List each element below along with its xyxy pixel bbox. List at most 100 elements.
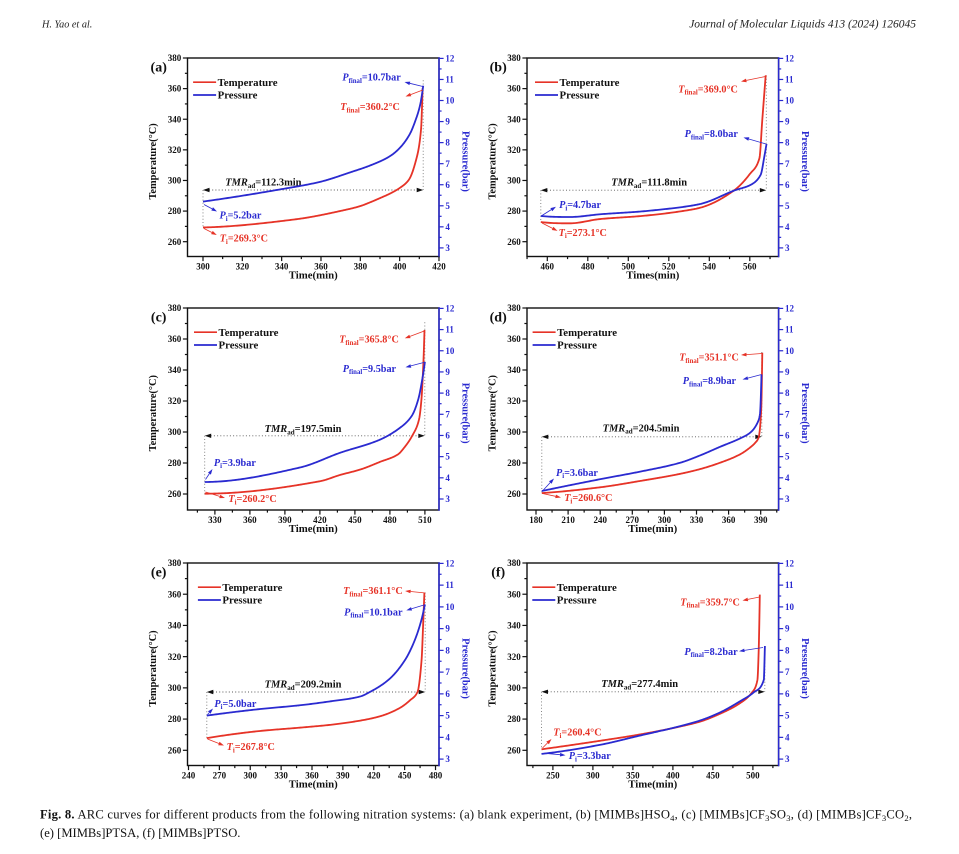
svg-text:Ti=260.4°C: Ti=260.4°C [553, 727, 601, 739]
svg-text:(f): (f) [491, 565, 505, 580]
svg-text:340: 340 [168, 621, 182, 631]
svg-text:Pressure: Pressure [557, 340, 597, 352]
svg-text:9: 9 [785, 624, 790, 634]
svg-text:Pi=3.6bar: Pi=3.6bar [556, 468, 598, 480]
svg-text:9: 9 [445, 624, 450, 634]
svg-text:420: 420 [432, 262, 446, 272]
svg-text:280: 280 [507, 458, 521, 468]
svg-text:4: 4 [445, 732, 450, 742]
svg-text:Temperature: Temperature [219, 327, 279, 339]
svg-text:Pfinal=10.7bar: Pfinal=10.7bar [342, 72, 401, 84]
svg-text:11: 11 [445, 580, 454, 590]
svg-text:270: 270 [626, 515, 640, 525]
svg-text:12: 12 [445, 304, 455, 314]
svg-text:Time(min): Time(min) [628, 523, 677, 535]
svg-text:Pfinal=8.9bar: Pfinal=8.9bar [683, 376, 737, 388]
svg-text:Ti=260.2°C: Ti=260.2°C [228, 494, 276, 506]
svg-text:360: 360 [168, 334, 182, 344]
svg-text:250: 250 [546, 771, 560, 781]
svg-text:360: 360 [168, 589, 182, 599]
svg-text:8: 8 [445, 388, 450, 398]
svg-text:320: 320 [168, 396, 182, 406]
svg-text:4: 4 [785, 222, 790, 232]
svg-text:360: 360 [305, 771, 319, 781]
svg-text:320: 320 [168, 652, 182, 662]
svg-text:Tfinal=359.7°C: Tfinal=359.7°C [680, 597, 740, 609]
svg-text:400: 400 [393, 262, 407, 272]
svg-text:Pfinal=8.0bar: Pfinal=8.0bar [685, 129, 739, 141]
svg-text:TMRad=112.3min: TMRad=112.3min [225, 178, 301, 190]
svg-text:8: 8 [445, 138, 450, 148]
svg-text:360: 360 [722, 515, 736, 525]
svg-text:(b): (b) [490, 60, 507, 75]
svg-text:260: 260 [168, 237, 182, 247]
svg-text:320: 320 [507, 145, 521, 155]
svg-text:180: 180 [529, 515, 543, 525]
svg-text:350: 350 [626, 771, 640, 781]
svg-text:Pi=5.2bar: Pi=5.2bar [220, 210, 262, 222]
svg-text:12: 12 [785, 304, 795, 314]
svg-text:Pfinal=9.5bar: Pfinal=9.5bar [343, 364, 397, 376]
svg-text:10: 10 [785, 346, 795, 356]
svg-text:340: 340 [168, 365, 182, 375]
svg-text:TMRad=209.2min: TMRad=209.2min [265, 680, 342, 692]
svg-text:7: 7 [785, 159, 790, 169]
svg-text:Temperature(°C): Temperature(°C) [148, 630, 159, 706]
svg-text:380: 380 [507, 558, 521, 568]
svg-text:380: 380 [507, 53, 521, 63]
svg-text:380: 380 [168, 303, 182, 313]
svg-text:330: 330 [690, 515, 704, 525]
svg-text:6: 6 [785, 180, 790, 190]
svg-text:Tfinal=365.8°C: Tfinal=365.8°C [339, 335, 399, 347]
svg-text:(d): (d) [490, 310, 507, 325]
svg-text:8: 8 [785, 645, 790, 655]
svg-text:260: 260 [168, 489, 182, 499]
svg-text:Temperature(°C): Temperature(°C) [488, 630, 499, 706]
svg-text:Time(min): Time(min) [289, 270, 338, 282]
svg-text:380: 380 [168, 53, 182, 63]
svg-text:240: 240 [182, 771, 196, 781]
svg-text:420: 420 [367, 771, 381, 781]
svg-text:11: 11 [445, 75, 454, 85]
svg-text:Pi=5.0bar: Pi=5.0bar [214, 699, 256, 711]
svg-text:540: 540 [703, 262, 717, 272]
svg-text:280: 280 [507, 714, 521, 724]
svg-text:5: 5 [445, 201, 450, 211]
svg-text:8: 8 [445, 645, 450, 655]
svg-text:260: 260 [507, 237, 521, 247]
svg-text:5: 5 [785, 201, 790, 211]
svg-text:9: 9 [785, 367, 790, 377]
svg-text:300: 300 [168, 176, 182, 186]
svg-text:12: 12 [445, 559, 455, 569]
svg-text:(c): (c) [151, 310, 167, 325]
svg-text:340: 340 [168, 114, 182, 124]
svg-text:380: 380 [168, 558, 182, 568]
svg-text:240: 240 [593, 515, 607, 525]
svg-text:380: 380 [354, 262, 368, 272]
svg-text:420: 420 [313, 515, 327, 525]
svg-text:TMRad=277.4min: TMRad=277.4min [601, 679, 678, 691]
svg-text:3: 3 [785, 754, 790, 764]
svg-text:(e) [MIMBs]PTSA, (f) [MIMBs]PT: (e) [MIMBs]PTSA, (f) [MIMBs]PTSO. [40, 826, 240, 840]
svg-text:300: 300 [196, 262, 210, 272]
svg-text:360: 360 [168, 84, 182, 94]
svg-text:Temperature: Temperature [560, 77, 620, 89]
svg-text:460: 460 [541, 262, 555, 272]
svg-text:280: 280 [168, 458, 182, 468]
svg-text:Temperature: Temperature [557, 327, 617, 339]
svg-text:12: 12 [785, 559, 795, 569]
svg-text:Pressure(bar): Pressure(bar) [799, 638, 810, 699]
svg-text:320: 320 [168, 145, 182, 155]
svg-text:Pressure(bar): Pressure(bar) [460, 638, 471, 699]
svg-text:Time(min): Time(min) [628, 779, 677, 791]
svg-text:450: 450 [706, 771, 720, 781]
svg-text:10: 10 [785, 602, 795, 612]
svg-text:390: 390 [754, 515, 768, 525]
svg-text:390: 390 [278, 515, 292, 525]
svg-text:Pi=3.3bar: Pi=3.3bar [569, 751, 611, 763]
svg-text:480: 480 [383, 515, 397, 525]
svg-text:Pi=3.9bar: Pi=3.9bar [214, 458, 256, 470]
svg-text:400: 400 [666, 771, 680, 781]
svg-text:11: 11 [785, 75, 794, 85]
svg-text:TMRad=204.5min: TMRad=204.5min [603, 423, 680, 435]
